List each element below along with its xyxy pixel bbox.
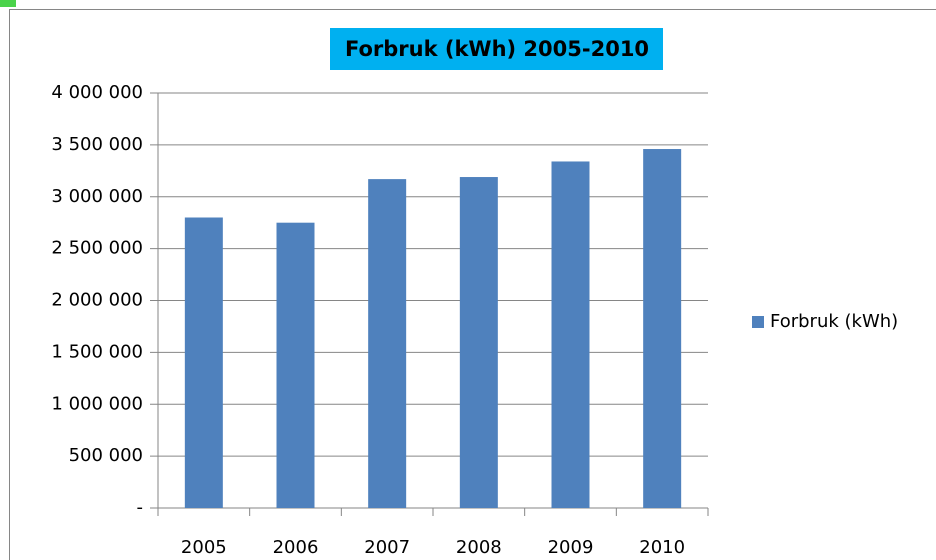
y-tick-label: 3 500 000: [51, 134, 143, 155]
y-tick-label: 4 000 000: [51, 82, 143, 103]
x-tick-label: 2010: [639, 537, 685, 558]
legend-swatch: [752, 316, 764, 328]
legend-label: Forbruk (kWh): [770, 311, 898, 332]
title-box: [330, 28, 663, 70]
bar: [184, 217, 223, 508]
y-tick-label: 2 000 000: [51, 290, 143, 311]
bar: [643, 149, 682, 508]
x-tick-label: 2006: [273, 537, 319, 558]
y-tick-label: 2 500 000: [51, 238, 143, 259]
bar: [368, 179, 407, 509]
corner-mark: [0, 0, 16, 7]
y-tick-label: 1 000 000: [51, 393, 143, 414]
x-tick-label: 2007: [364, 537, 410, 558]
bar: [459, 177, 498, 508]
y-tick-label: 1 500 000: [51, 341, 143, 362]
x-tick-label: 2005: [181, 537, 227, 558]
bar: [551, 161, 590, 508]
y-tick-label: -: [137, 497, 144, 518]
bar: [276, 222, 315, 508]
chart-title: Forbruk (kWh) 2005-2010: [345, 37, 649, 61]
y-tick-label: 500 000: [69, 445, 143, 466]
x-tick-label: 2008: [456, 537, 502, 558]
x-tick-label: 2009: [548, 537, 594, 558]
y-tick-label: 3 000 000: [51, 186, 143, 207]
